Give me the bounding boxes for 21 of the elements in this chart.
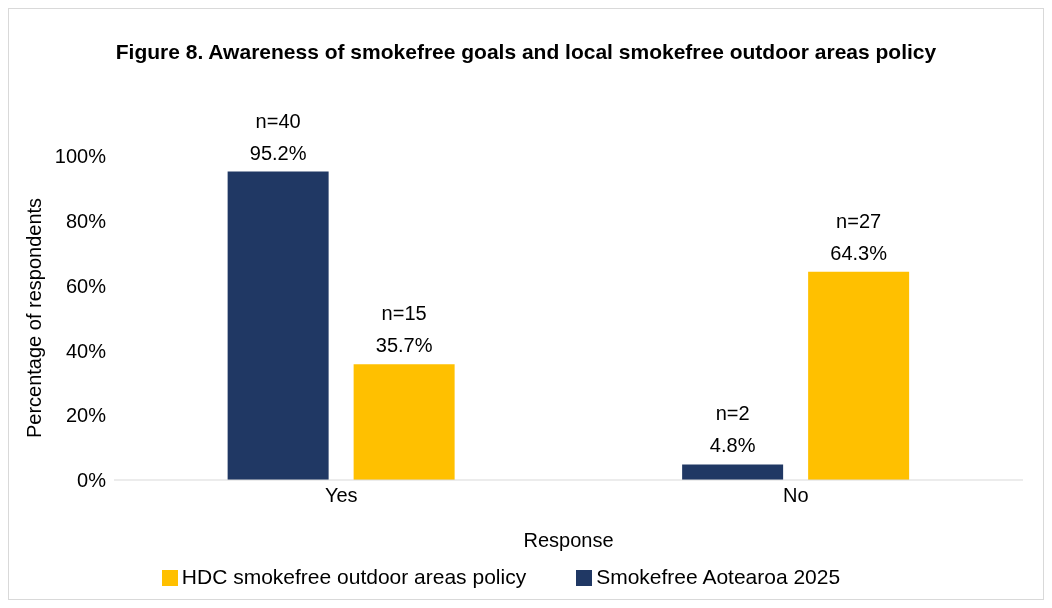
y-tick-label: 20% [65,404,107,427]
x-tick-label: Yes [324,484,358,507]
y-tick-label: 60% [65,274,107,297]
x-axis-title: Response [523,529,614,551]
legend-label: HDC smokefree outdoor areas policy [181,565,527,588]
bar [353,364,455,480]
data-label: n=15 35.7% [375,302,433,357]
bar [682,464,784,480]
y-tick-label: 40% [65,339,107,362]
y-axis-title: Percentage of respondents [23,197,46,439]
bar [808,271,910,480]
legend-label: Smokefree Aotearoa 2025 [596,565,841,588]
y-tick-label: 80% [65,209,107,232]
y-tick-label: 0% [77,469,107,492]
x-tick-label: No [782,484,809,507]
chart-title: Figure 8. Awareness of smokefree goals and local smokefree outdoor areas policy [114,39,938,65]
data-label: n=27 64.3% [830,209,888,264]
bar [227,171,329,480]
data-label: n=40 95.2% [249,109,307,164]
data-label: n=2 4.8% [709,402,756,457]
y-tick-label: 100% [54,145,107,168]
